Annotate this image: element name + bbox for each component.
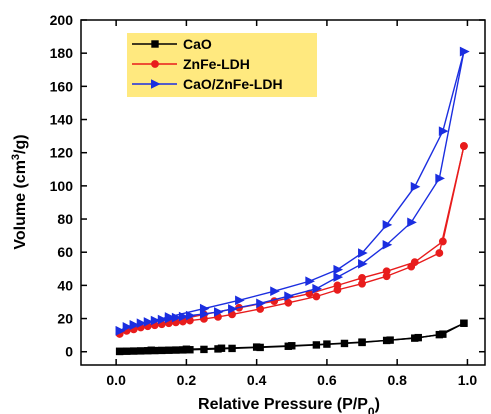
series-znfe-ldh (115, 142, 468, 338)
data-point (438, 237, 447, 246)
y-tick-label: 160 (50, 78, 74, 94)
data-point (252, 343, 261, 351)
data-point (288, 342, 296, 350)
legend-marker (151, 60, 159, 68)
y-tick-label: 80 (57, 211, 73, 227)
y-tick-label: 120 (50, 145, 74, 161)
y-tick-label: 100 (50, 178, 74, 194)
data-point (305, 276, 315, 287)
x-tick-label: 1.0 (458, 372, 478, 388)
legend-marker (151, 40, 159, 48)
data-point (147, 346, 155, 354)
y-tick-label: 140 (50, 112, 74, 128)
data-point (333, 264, 344, 275)
data-point (115, 326, 126, 336)
legend-label: ZnFe-LDH (183, 56, 250, 72)
data-point (115, 347, 124, 356)
y-axis-title: Volume (cm3/g) (10, 134, 29, 249)
data-point (164, 312, 175, 322)
data-point (410, 181, 421, 192)
x-tick-label: 0.6 (317, 372, 337, 388)
data-point (284, 298, 293, 307)
data-point (217, 344, 226, 352)
y-tick-label: 0 (65, 344, 73, 360)
x-axis-ticks: 0.0 0.2 0.4 0.6 0.8 1.0 (106, 20, 477, 388)
data-point (256, 298, 266, 309)
data-point (382, 267, 391, 276)
data-point (358, 274, 366, 282)
x-tick-label: 0.0 (106, 372, 126, 388)
y-tick-label: 180 (50, 45, 74, 61)
y-tick-label: 40 (57, 277, 73, 293)
y-tick-label: 200 (50, 12, 74, 28)
y-tick-label: 20 (57, 311, 73, 327)
legend-label: CaO/ZnFe-LDH (183, 76, 283, 92)
series-cao-znfe-ldh (115, 46, 470, 336)
data-point (460, 142, 468, 150)
data-point (333, 272, 344, 282)
x-tick-label: 0.4 (247, 372, 267, 388)
data-point (358, 248, 368, 258)
data-point (312, 292, 321, 301)
data-point (182, 345, 191, 353)
data-point (459, 46, 470, 57)
data-point (438, 126, 449, 136)
data-point (129, 320, 140, 331)
y-axis-ticks: 0 20 40 60 80 100 120 140 160 180 200 (50, 12, 485, 360)
series-layer (115, 46, 470, 356)
data-point (358, 338, 366, 346)
y-tick-label: 60 (57, 244, 73, 260)
data-point (323, 340, 331, 348)
data-point (199, 303, 210, 314)
x-axis-title: Relative Pressure (P/P0) (198, 396, 380, 414)
data-point (439, 330, 447, 338)
series-line-desorption (119, 145, 465, 335)
data-point (386, 336, 394, 344)
data-point (460, 319, 468, 327)
data-point (382, 220, 393, 230)
series-cao (115, 319, 468, 356)
data-point (435, 249, 444, 257)
data-point (382, 239, 393, 250)
data-point (435, 173, 445, 184)
x-tick-label: 0.2 (177, 372, 197, 388)
plot-frame (80, 19, 486, 366)
data-point (410, 258, 419, 267)
data-point (185, 310, 196, 321)
legend-marker (151, 79, 161, 89)
data-point (270, 286, 280, 296)
data-point (358, 259, 368, 269)
x-tick-label: 0.8 (387, 372, 407, 388)
data-point (228, 304, 238, 314)
data-point (407, 217, 417, 228)
data-point (235, 295, 245, 306)
data-point (312, 283, 322, 294)
data-point (284, 291, 294, 301)
legend: CaO ZnFe-LDH CaO/ZnFe-LDH (127, 33, 317, 97)
data-point (414, 333, 422, 342)
data-point (214, 307, 224, 317)
series-line-desorption (119, 322, 465, 353)
series-line-adsorption (119, 145, 465, 335)
legend-label: CaO (183, 36, 212, 52)
data-point (333, 281, 342, 290)
